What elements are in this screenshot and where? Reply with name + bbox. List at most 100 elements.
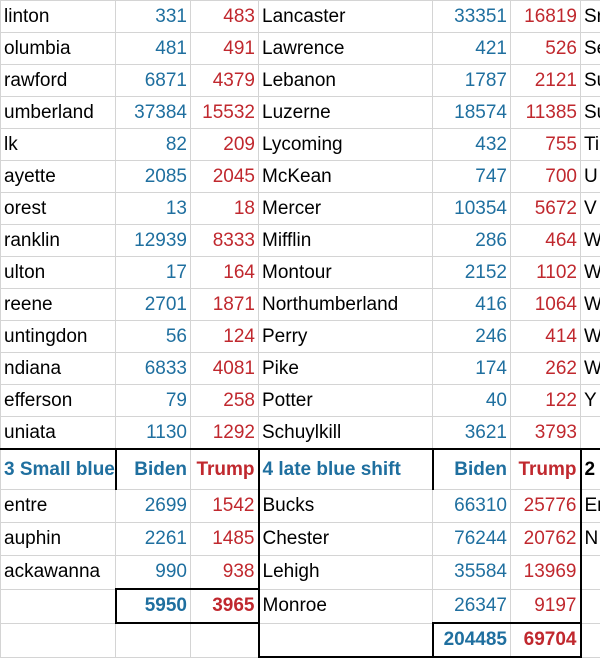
row: ulton17164Montour21521102W [1, 257, 600, 289]
cell: 1130 [116, 417, 191, 450]
cell: 1292 [191, 417, 259, 450]
cell: W [581, 225, 600, 257]
cell: 56 [116, 321, 191, 353]
row: linton331483Lancaster3335116819Sn [1, 1, 600, 33]
cell: Chester [259, 523, 433, 556]
cell: 66310 [433, 490, 511, 523]
cell: olumbia [1, 33, 116, 65]
cell: 258 [191, 385, 259, 417]
cell: 246 [433, 321, 511, 353]
cell: rawford [1, 65, 116, 97]
cell: 164 [191, 257, 259, 289]
cell: 82 [116, 129, 191, 161]
cell: ackawanna [1, 556, 116, 590]
cell: V [581, 193, 600, 225]
cell: 26347 [433, 589, 511, 623]
cell: 6871 [116, 65, 191, 97]
cell: 755 [511, 129, 581, 161]
cell: umberland [1, 97, 116, 129]
cell: Biden [116, 449, 191, 490]
cell: Pike [259, 353, 433, 385]
cell: 938 [191, 556, 259, 590]
cell: Schuylkill [259, 417, 433, 450]
cell: 35584 [433, 556, 511, 590]
cell: W [581, 289, 600, 321]
cell: 12939 [116, 225, 191, 257]
cell: 37384 [116, 97, 191, 129]
cell: 40 [433, 385, 511, 417]
cell: 2261 [116, 523, 191, 556]
cell: 990 [116, 556, 191, 590]
cell [191, 623, 259, 657]
cell: 18 [191, 193, 259, 225]
cell: ndiana [1, 353, 116, 385]
cell: 491 [191, 33, 259, 65]
cell: 2701 [116, 289, 191, 321]
cell: 526 [511, 33, 581, 65]
cell: 2699 [116, 490, 191, 523]
cell: 33351 [433, 1, 511, 33]
cell: Ti [581, 129, 600, 161]
cell: 483 [191, 1, 259, 33]
cell: 2045 [191, 161, 259, 193]
cell: 209 [191, 129, 259, 161]
cell: 464 [511, 225, 581, 257]
cell: Lawrence [259, 33, 433, 65]
cell [259, 623, 433, 657]
cell: 3621 [433, 417, 511, 450]
cell: efferson [1, 385, 116, 417]
cell: Se [581, 33, 600, 65]
cell: auphin [1, 523, 116, 556]
cell: 2152 [433, 257, 511, 289]
row: untingdon56124Perry246414W [1, 321, 600, 353]
cell: 17 [116, 257, 191, 289]
cell: 416 [433, 289, 511, 321]
cell: Montour [259, 257, 433, 289]
cell: uniata [1, 417, 116, 450]
cell: U [581, 161, 600, 193]
cell: 76244 [433, 523, 511, 556]
cell: Su [581, 65, 600, 97]
cell: 747 [433, 161, 511, 193]
cell: 124 [191, 321, 259, 353]
cell: ulton [1, 257, 116, 289]
cell: orest [1, 193, 116, 225]
cell: 5672 [511, 193, 581, 225]
cell: Sn [581, 1, 600, 33]
cell: 69704 [511, 623, 581, 657]
cell: 3793 [511, 417, 581, 450]
cell [581, 623, 600, 657]
cell: W [581, 257, 600, 289]
cell: 1485 [191, 523, 259, 556]
cell: Lancaster [259, 1, 433, 33]
cell: 79 [116, 385, 191, 417]
cell: 331 [116, 1, 191, 33]
row: umberland3738415532Luzerne1857411385Su [1, 97, 600, 129]
cell: Monroe [259, 589, 433, 623]
cell: ayette [1, 161, 116, 193]
cell: 1542 [191, 490, 259, 523]
cell: En [581, 490, 600, 523]
cell: 1064 [511, 289, 581, 321]
cell: 11385 [511, 97, 581, 129]
cell: 10354 [433, 193, 511, 225]
cell: 16819 [511, 1, 581, 33]
cell: 2 [581, 449, 600, 490]
cell: Su [581, 97, 600, 129]
cell: 414 [511, 321, 581, 353]
cell: reene [1, 289, 116, 321]
cell: 174 [433, 353, 511, 385]
cell: Y [581, 385, 600, 417]
cell: Mifflin [259, 225, 433, 257]
cell [1, 589, 116, 623]
cell [581, 417, 600, 450]
cell: Biden [433, 449, 511, 490]
cell: 9197 [511, 589, 581, 623]
cell: 3965 [191, 589, 259, 623]
